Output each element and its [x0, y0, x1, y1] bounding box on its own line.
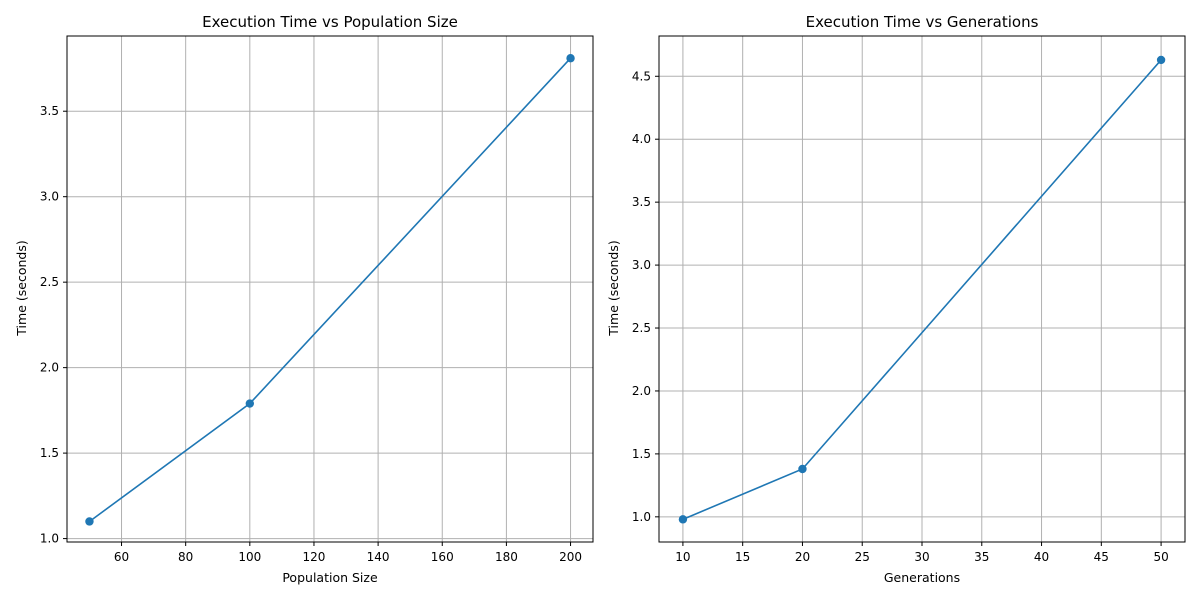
plot-area — [85, 54, 575, 526]
data-point — [85, 517, 94, 526]
y-tick-label: 2.0 — [632, 384, 651, 398]
y-tick-label: 3.0 — [40, 190, 59, 204]
y-tick-label: 1.5 — [40, 446, 59, 460]
x-tick-label: 140 — [367, 550, 390, 564]
y-axis-label: Time (seconds) — [606, 240, 621, 336]
x-tick-label: 10 — [675, 550, 690, 564]
x-tick-label: 50 — [1153, 550, 1168, 564]
y-tick-label: 1.0 — [632, 510, 651, 524]
y-ticks: 1.0 1.5 2.0 2.5 3.0 3.5 4.0 4.5 — [632, 69, 659, 524]
data-point — [245, 399, 255, 408]
x-tick-label: 180 — [495, 550, 518, 564]
y-tick-label: 3.5 — [40, 104, 59, 118]
y-tick-label: 4.5 — [632, 69, 651, 83]
y-tick-label: 1.0 — [40, 532, 59, 546]
x-tick-label: 160 — [431, 550, 454, 564]
x-tick-label: 100 — [238, 550, 261, 564]
x-axis-label: Generations — [884, 570, 960, 585]
x-tick-label: 25 — [855, 550, 870, 564]
y-tick-label: 2.5 — [632, 321, 651, 335]
x-tick-label: 15 — [735, 550, 750, 564]
axes-frame — [66, 35, 594, 543]
plot-area — [678, 55, 1166, 524]
x-tick-label: 120 — [303, 550, 326, 564]
grid — [67, 36, 593, 542]
data-point — [1156, 55, 1166, 65]
y-tick-label: 2.0 — [40, 361, 59, 375]
x-tick-label: 80 — [178, 550, 193, 564]
y-tick-label: 3.5 — [632, 195, 651, 209]
y-ticks: 1.0 1.5 2.0 2.5 3.0 3.5 — [40, 104, 67, 546]
data-point — [798, 464, 807, 474]
axes-frame — [658, 35, 1186, 543]
x-tick-label: 60 — [114, 550, 129, 564]
x-tick-label: 20 — [795, 550, 810, 564]
x-ticks: 10 15 20 25 30 35 40 45 50 — [675, 542, 1169, 564]
y-tick-label: 2.5 — [40, 275, 59, 289]
chart-generations: Execution Time vs Generations Generation… — [606, 13, 1186, 585]
chart-title: Execution Time vs Generations — [806, 13, 1039, 31]
y-tick-label: 4.0 — [632, 132, 651, 146]
x-axis-label: Population Size — [282, 570, 378, 585]
x-tick-label: 40 — [1034, 550, 1049, 564]
x-ticks: 60 80 100 120 140 160 180 200 — [114, 542, 582, 564]
y-axis-label: Time (seconds) — [14, 240, 29, 336]
chart-title: Execution Time vs Population Size — [202, 13, 458, 31]
x-tick-label: 35 — [974, 550, 989, 564]
y-tick-label: 3.0 — [632, 258, 651, 272]
data-point — [566, 54, 575, 63]
x-tick-label: 45 — [1094, 550, 1109, 564]
y-tick-label: 1.5 — [632, 447, 651, 461]
x-tick-label: 30 — [914, 550, 929, 564]
x-tick-label: 200 — [559, 550, 582, 564]
chart-population-size: Execution Time vs Population Size Popula… — [14, 13, 594, 585]
grid — [659, 36, 1185, 542]
data-point — [678, 515, 688, 524]
